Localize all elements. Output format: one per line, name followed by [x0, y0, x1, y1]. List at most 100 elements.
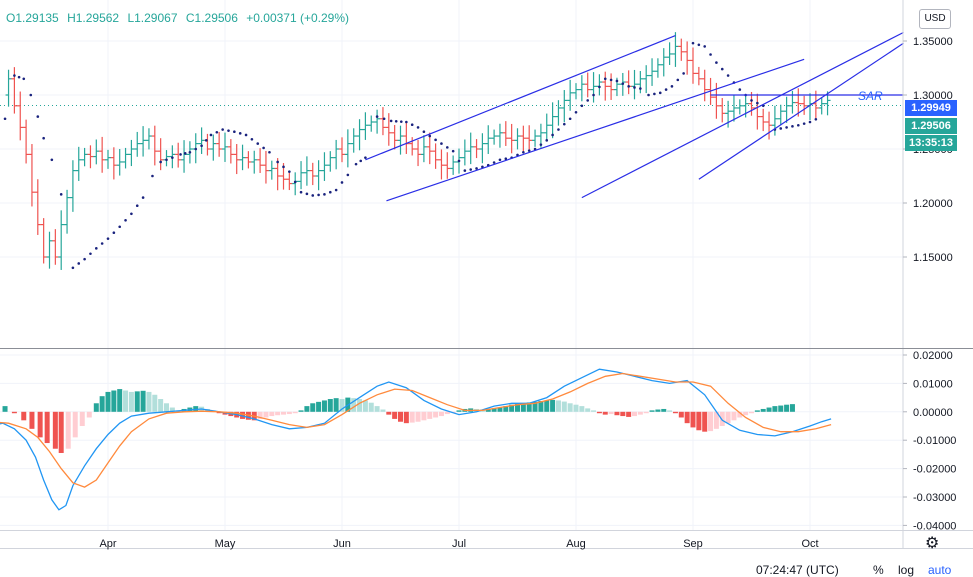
sar-dot	[334, 188, 338, 192]
sar-dot	[29, 93, 33, 97]
sar-dot	[563, 122, 566, 126]
histogram-bar	[737, 411, 743, 418]
close-value: C1.29506	[185, 11, 238, 25]
currency-button[interactable]: USD	[919, 9, 951, 29]
sar-dot	[603, 77, 607, 81]
ohlc-bar	[701, 69, 708, 102]
price-tick-label: 1.30000	[913, 90, 953, 102]
sar-annotation[interactable]: SAR	[858, 89, 883, 103]
sar-dot	[709, 53, 712, 56]
ohlc-bar	[175, 142, 182, 168]
sar-dot	[469, 168, 473, 171]
ohlc-bar	[327, 151, 334, 172]
sar-dot	[609, 78, 613, 82]
ohlc-bar	[771, 105, 778, 136]
ohlc-bar	[532, 129, 539, 147]
ohlc-bar	[198, 127, 205, 154]
histogram-bar	[140, 390, 146, 412]
sar-dot	[17, 75, 21, 79]
ohlc-bar	[748, 91, 755, 116]
sar-dot	[221, 128, 224, 131]
sar-dot	[276, 160, 279, 164]
sar-dot	[410, 123, 414, 126]
ohlc-bar	[444, 152, 451, 179]
sar-dot	[664, 88, 668, 91]
sar-dot	[179, 153, 182, 156]
histogram-bar	[731, 411, 737, 421]
sar-dot	[580, 104, 584, 108]
trendlines[interactable]	[365, 31, 904, 202]
ohlc-bar	[672, 32, 679, 67]
ohlc-bar	[321, 152, 328, 181]
histogram-bar	[333, 398, 339, 412]
ohlc-bar	[292, 172, 299, 196]
histogram-bar	[766, 407, 772, 412]
trendline	[386, 58, 805, 202]
macd-tick-label: -0.04000	[913, 520, 956, 532]
sar-dot	[750, 99, 753, 102]
sar-dot	[95, 247, 98, 250]
ohlc-bar	[309, 162, 316, 186]
histogram-bar	[503, 406, 509, 412]
ohlc-bar	[496, 123, 503, 148]
ohlc-bar	[795, 88, 802, 117]
sar-dot	[375, 115, 379, 118]
ohlc-bar	[719, 98, 726, 123]
histogram-bar	[2, 406, 8, 412]
sar-dot	[118, 225, 121, 229]
histogram-bar	[134, 391, 140, 412]
histogram-bar	[275, 411, 281, 416]
ohlc-bar	[415, 139, 422, 167]
log-toggle[interactable]: log	[898, 563, 915, 577]
sar-dot	[738, 88, 742, 91]
sar-dot	[545, 139, 549, 142]
ohlc-bar	[350, 128, 357, 153]
trendline	[581, 31, 904, 199]
percent-toggle[interactable]: %	[873, 563, 884, 577]
macd-tick-label: 0.01000	[913, 378, 953, 390]
histogram-bar	[526, 402, 532, 412]
auto-toggle[interactable]: auto	[928, 563, 952, 577]
sar-dot	[112, 231, 116, 234]
histogram-bar	[93, 403, 99, 412]
ohlc-bar	[268, 160, 275, 180]
sar-dot	[808, 120, 812, 124]
histogram-bar	[772, 406, 778, 412]
sar-dot	[615, 79, 619, 83]
sar-dot	[238, 132, 242, 135]
gear-icon[interactable]: ⚙	[925, 535, 940, 552]
sar-dot	[522, 150, 525, 154]
ohlc-bar	[356, 119, 363, 151]
ohlc-bar	[17, 91, 24, 141]
sar-dot	[463, 169, 467, 172]
ohlc-bar	[286, 172, 293, 191]
utc-clock: 07:24:47 (UTC)	[756, 563, 839, 577]
sar-dot	[703, 45, 706, 48]
change-value: +0.00371 (+0.29%)	[246, 11, 349, 25]
signal-line	[0, 372, 832, 488]
ohlc-bar	[391, 125, 398, 150]
sar-dot	[697, 43, 701, 47]
histogram-bar	[667, 410, 673, 412]
sar-price-badge: 1.29949	[905, 100, 957, 116]
histogram-bar	[678, 411, 684, 418]
histogram-bar	[485, 408, 491, 412]
sar-dot	[130, 212, 133, 216]
sar-dot	[498, 158, 502, 162]
histogram-bar	[456, 410, 462, 412]
ohlc-bar	[110, 147, 117, 180]
month-tick-label: Jun	[333, 538, 351, 550]
histogram-bar	[240, 411, 246, 419]
sar-dot	[434, 138, 437, 142]
histogram-bar	[72, 411, 78, 438]
histogram-bar	[561, 401, 567, 412]
ohlc-bar	[93, 139, 100, 165]
sar-dot	[227, 129, 230, 132]
histogram-bar	[626, 411, 632, 417]
sar-dot	[797, 123, 800, 127]
ohlc-bar	[397, 125, 404, 155]
histogram-bar	[269, 411, 275, 417]
histogram-bar	[620, 411, 626, 417]
histogram-bar	[52, 411, 58, 449]
